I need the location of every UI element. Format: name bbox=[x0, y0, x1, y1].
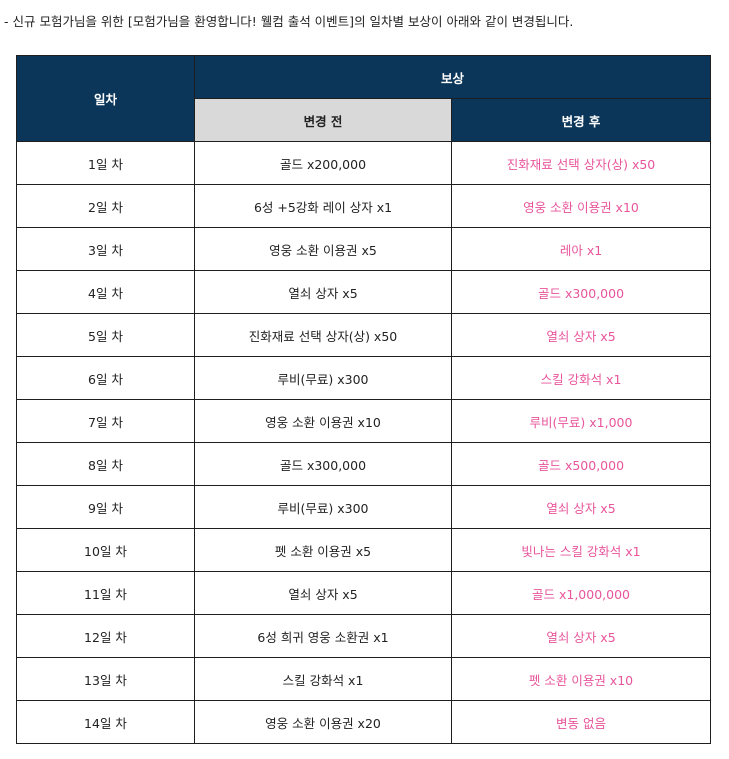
table-body: 1일 차 골드 x200,000 진화재료 선택 상자(상) x50 2일 차 … bbox=[16, 141, 712, 744]
table-header-row: 일차 보상 bbox=[16, 55, 712, 142]
day-cell: 4일 차 bbox=[16, 270, 195, 314]
before-cell: 영웅 소환 이용권 x10 bbox=[194, 399, 452, 443]
before-cell: 루비(무료) x300 bbox=[194, 485, 452, 529]
day-cell: 7일 차 bbox=[16, 399, 195, 443]
before-cell: 열쇠 상자 x5 bbox=[194, 270, 452, 314]
before-column-header: 변경 전 bbox=[194, 98, 452, 142]
after-cell: 펫 소환 이용권 x10 bbox=[450, 657, 712, 701]
table-row: 3일 차 영웅 소환 이용권 x5 레아 x1 bbox=[16, 227, 712, 271]
notice-text: - 신규 모험가님을 위한 [모험가님을 환영합니다! 웰컴 출석 이벤트]의 … bbox=[4, 14, 574, 29]
table-row: 13일 차 스킬 강화석 x1 펫 소환 이용권 x10 bbox=[16, 657, 712, 701]
day-cell: 10일 차 bbox=[16, 528, 195, 572]
after-cell: 열쇠 상자 x5 bbox=[450, 485, 712, 529]
table-row: 1일 차 골드 x200,000 진화재료 선택 상자(상) x50 bbox=[16, 141, 712, 185]
after-cell: 빛나는 스킬 강화석 x1 bbox=[450, 528, 712, 572]
after-cell: 영웅 소환 이용권 x10 bbox=[450, 184, 712, 228]
day-cell: 9일 차 bbox=[16, 485, 195, 529]
day-cell: 8일 차 bbox=[16, 442, 195, 486]
after-cell: 골드 x300,000 bbox=[450, 270, 712, 314]
before-cell: 영웅 소환 이용권 x5 bbox=[194, 227, 452, 271]
day-cell: 14일 차 bbox=[16, 700, 195, 744]
before-cell: 진화재료 선택 상자(상) x50 bbox=[194, 313, 452, 357]
before-cell: 골드 x200,000 bbox=[194, 141, 452, 185]
table-subheader-row: 변경 전 변경 후 bbox=[17, 98, 712, 142]
before-cell: 펫 소환 이용권 x5 bbox=[194, 528, 452, 572]
after-cell: 열쇠 상자 x5 bbox=[450, 313, 712, 357]
table-row: 11일 차 열쇠 상자 x5 골드 x1,000,000 bbox=[16, 571, 712, 615]
before-cell: 루비(무료) x300 bbox=[194, 356, 452, 400]
day-cell: 5일 차 bbox=[16, 313, 195, 357]
day-cell: 13일 차 bbox=[16, 657, 195, 701]
before-cell: 골드 x300,000 bbox=[194, 442, 452, 486]
day-column-header: 일차 bbox=[16, 55, 195, 142]
table-row: 5일 차 진화재료 선택 상자(상) x50 열쇠 상자 x5 bbox=[16, 313, 712, 357]
before-cell: 스킬 강화석 x1 bbox=[194, 657, 452, 701]
day-cell: 1일 차 bbox=[16, 141, 195, 185]
reward-column-header: 보상 bbox=[193, 55, 712, 99]
after-cell: 열쇠 상자 x5 bbox=[450, 614, 712, 658]
table-row: 14일 차 영웅 소환 이용권 x20 변동 없음 bbox=[16, 700, 712, 744]
after-cell: 스킬 강화석 x1 bbox=[450, 356, 712, 400]
day-cell: 11일 차 bbox=[16, 571, 195, 615]
table-row: 6일 차 루비(무료) x300 스킬 강화석 x1 bbox=[16, 356, 712, 400]
after-cell: 변동 없음 bbox=[450, 700, 712, 744]
before-cell: 6성 +5강화 레이 상자 x1 bbox=[194, 184, 452, 228]
after-cell: 레아 x1 bbox=[450, 227, 712, 271]
day-cell: 12일 차 bbox=[16, 614, 195, 658]
table-row: 8일 차 골드 x300,000 골드 x500,000 bbox=[16, 442, 712, 486]
day-cell: 6일 차 bbox=[16, 356, 195, 400]
day-cell: 2일 차 bbox=[16, 184, 195, 228]
after-cell: 골드 x1,000,000 bbox=[450, 571, 712, 615]
before-cell: 6성 희귀 영웅 소환권 x1 bbox=[194, 614, 452, 658]
table-row: 12일 차 6성 희귀 영웅 소환권 x1 열쇠 상자 x5 bbox=[16, 614, 712, 658]
before-cell: 열쇠 상자 x5 bbox=[194, 571, 452, 615]
table-row: 4일 차 열쇠 상자 x5 골드 x300,000 bbox=[16, 270, 712, 314]
table-row: 7일 차 영웅 소환 이용권 x10 루비(무료) x1,000 bbox=[16, 399, 712, 443]
after-column-header: 변경 후 bbox=[450, 98, 712, 142]
reward-change-table: 일차 보상 변경 전 변경 후 1일 차 골드 x200,000 진화재료 선택… bbox=[16, 55, 712, 744]
table-row: 9일 차 루비(무료) x300 열쇠 상자 x5 bbox=[16, 485, 712, 529]
after-cell: 진화재료 선택 상자(상) x50 bbox=[450, 141, 712, 185]
day-cell: 3일 차 bbox=[16, 227, 195, 271]
table-row: 10일 차 펫 소환 이용권 x5 빛나는 스킬 강화석 x1 bbox=[16, 528, 712, 572]
after-cell: 루비(무료) x1,000 bbox=[450, 399, 712, 443]
table-row: 2일 차 6성 +5강화 레이 상자 x1 영웅 소환 이용권 x10 bbox=[16, 184, 712, 228]
before-cell: 영웅 소환 이용권 x20 bbox=[194, 700, 452, 744]
after-cell: 골드 x500,000 bbox=[450, 442, 712, 486]
